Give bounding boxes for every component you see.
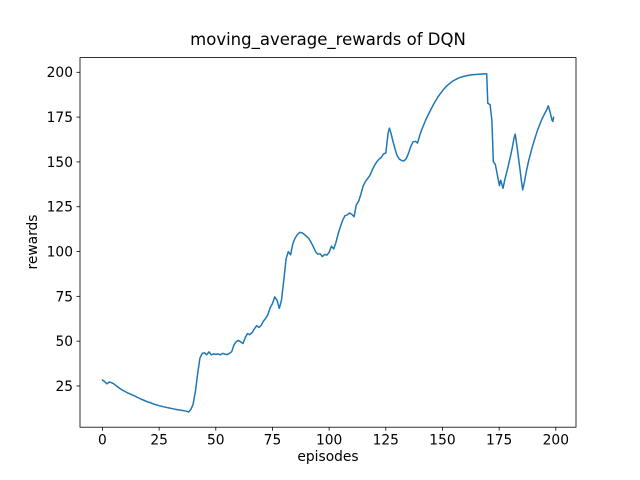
y-axis-label: rewards <box>25 214 41 270</box>
x-tick-label: 50 <box>207 433 225 449</box>
y-tick-label: 75 <box>55 289 73 305</box>
x-tick-label: 200 <box>543 433 569 449</box>
x-tick-label: 150 <box>429 433 455 449</box>
x-tick-label: 75 <box>264 433 282 449</box>
chart-title: moving_average_rewards of DQN <box>190 30 466 49</box>
y-tick-label: 150 <box>47 155 73 171</box>
y-tick-label: 125 <box>47 200 73 216</box>
x-tick-label: 25 <box>150 433 168 449</box>
y-tick-label: 100 <box>47 244 73 260</box>
y-tick-label: 175 <box>47 110 73 126</box>
x-axis-label: episodes <box>297 449 359 465</box>
reward-line <box>101 73 555 413</box>
x-tick-label: 0 <box>98 433 107 449</box>
y-tick-label: 50 <box>55 334 73 350</box>
x-tick-label: 100 <box>316 433 342 449</box>
y-tick-label: 25 <box>55 379 73 395</box>
y-tick-label: 200 <box>47 65 73 81</box>
axes-frame <box>79 57 577 428</box>
x-tick-label: 125 <box>373 433 399 449</box>
x-tick-label: 175 <box>486 433 512 449</box>
